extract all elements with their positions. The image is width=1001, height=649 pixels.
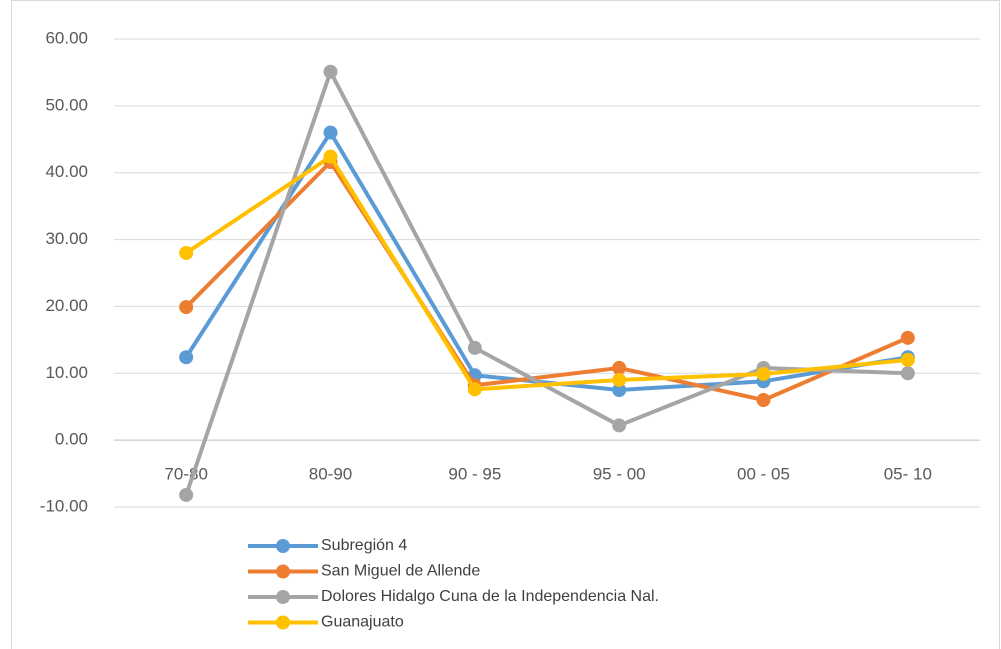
point <box>612 383 627 397</box>
series-line <box>184 69 908 496</box>
legend-marker <box>276 564 290 579</box>
y-tick-label: 50.00 <box>45 95 88 114</box>
legend-label: Subregión 4 <box>321 537 407 554</box>
point <box>179 350 194 365</box>
point <box>756 393 771 408</box>
legend-marker <box>276 615 290 630</box>
x-tick-label: 00 - 05 <box>737 465 790 484</box>
y-tick-label: 0.00 <box>55 430 88 449</box>
point <box>756 366 771 381</box>
y-tick-label: 40.00 <box>45 162 88 181</box>
y-tick-label: 30.00 <box>45 229 88 248</box>
series-line <box>184 160 909 403</box>
point <box>900 366 915 381</box>
x-tick-label: 95 - 00 <box>593 465 646 484</box>
point <box>323 64 338 79</box>
point <box>467 340 482 355</box>
x-tick-label: 70-80 <box>164 465 207 484</box>
y-tick-label: -10.00 <box>40 496 88 515</box>
legend-marker <box>276 590 290 604</box>
series-line <box>185 154 909 392</box>
series-line <box>184 130 909 392</box>
legend-label: Guanajuato <box>321 614 404 631</box>
x-tick-label: 05- 10 <box>884 465 932 484</box>
point <box>323 125 338 140</box>
point <box>323 149 338 164</box>
point <box>179 487 194 502</box>
point <box>179 245 194 260</box>
point <box>467 382 482 397</box>
y-tick-label: 10.00 <box>45 363 88 382</box>
point <box>900 330 915 345</box>
point <box>900 352 915 367</box>
y-tick-label: 60.00 <box>45 28 88 47</box>
legend-label: Dolores Hidalgo Cuna de la Independencia… <box>321 588 659 605</box>
point <box>612 360 627 375</box>
chart-border <box>11 0 1000 649</box>
point <box>612 372 627 387</box>
point <box>179 300 194 315</box>
legend-label: San Miguel de Allende <box>321 563 480 580</box>
legend-marker <box>276 539 290 553</box>
point <box>612 418 627 433</box>
y-tick-label: 20.00 <box>45 296 88 315</box>
x-tick-label: 80-90 <box>309 465 352 484</box>
x-tick-label: 90 - 95 <box>448 465 501 484</box>
